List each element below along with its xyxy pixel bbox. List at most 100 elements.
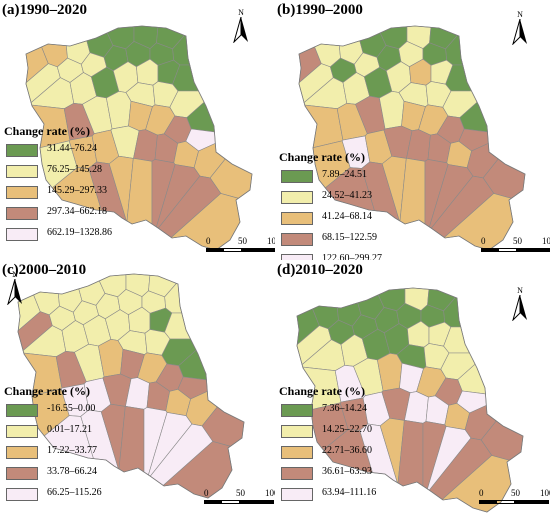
scale-segment xyxy=(482,249,499,251)
legend-label: 41.24–68.14 xyxy=(322,211,372,222)
map-b xyxy=(298,25,526,251)
legend-title: Change rate (%) xyxy=(279,150,365,164)
legend-swatch xyxy=(6,404,38,417)
north-label: N xyxy=(517,286,523,295)
legend-item: 122.60–299.27 xyxy=(279,251,419,260)
legend-label: 36.61–63.93 xyxy=(322,466,372,477)
legend-item: 76.25–145.28 xyxy=(4,162,144,183)
legend-item: 17.22–33.77 xyxy=(4,443,144,464)
legend-item: 41.24–68.14 xyxy=(279,209,419,230)
scale-segment xyxy=(514,501,548,503)
map-panel-a: (a)1990–2020 N Change rate (%) 31.44–76.24 7… xyxy=(0,0,275,260)
scale-bar-graphic xyxy=(204,500,274,504)
map-d xyxy=(296,287,524,513)
scale-tick-label: 50 xyxy=(236,488,245,498)
legend-item: 63.94–111.16 xyxy=(279,485,419,506)
scale-segment xyxy=(480,501,497,503)
scale-tick-label: 50 xyxy=(513,236,522,246)
legend-label: 297.34–662.18 xyxy=(47,206,107,217)
scale-tick-label: 100 xyxy=(540,488,550,498)
legend-title: Change rate (%) xyxy=(279,384,365,398)
legend-swatch xyxy=(6,488,38,501)
panel-title-b: (b)1990–2000 xyxy=(277,2,363,18)
legend-item: -16.55–0.00 xyxy=(4,401,144,422)
legend-item: 145.29–297.33 xyxy=(4,183,144,204)
scale-bar: 050100km xyxy=(206,236,275,260)
legend-label: 145.29–297.33 xyxy=(47,185,107,196)
legend-label: 24.52–41.23 xyxy=(322,190,372,201)
north-label: N xyxy=(238,8,244,17)
legend-swatch xyxy=(281,170,313,183)
legend-label: 7.36–14.24 xyxy=(322,403,367,414)
map-panel-d: (d)2010–2020 N Change rate (%) 7.36–14.24 14… xyxy=(275,260,550,520)
legend-label: 662.19–1328.86 xyxy=(47,227,112,238)
legend-swatch xyxy=(6,228,38,241)
legend-label: 63.94–111.16 xyxy=(322,487,377,498)
scale-segment xyxy=(516,249,550,251)
legend-label: 31.44–76.24 xyxy=(47,143,97,154)
legend-swatch xyxy=(6,186,38,199)
map-a xyxy=(25,25,253,251)
north-arrow-icon: N xyxy=(511,10,529,45)
scale-tick-label: 50 xyxy=(238,236,247,246)
scale-tick-label: 100 xyxy=(267,236,275,246)
legend-item: 33.78–66.24 xyxy=(4,464,144,485)
legend-swatch xyxy=(6,165,38,178)
legend-swatch xyxy=(6,446,38,459)
legend-label: 76.25–145.28 xyxy=(47,164,102,175)
map-panel-b: (b)1990–2000 N Change rate (%) 7.89–24.51 24… xyxy=(275,0,550,260)
legend-swatch xyxy=(281,254,313,260)
scale-tick-label: 0 xyxy=(206,236,211,246)
north-label: N xyxy=(517,10,523,19)
legend-swatch xyxy=(6,207,38,220)
scale-bar-graphic xyxy=(479,500,549,504)
scale-segment xyxy=(239,501,273,503)
map-outline-d xyxy=(296,287,524,513)
legend-item: 297.34–662.18 xyxy=(4,204,144,225)
legend-label: 0.01–17.21 xyxy=(47,424,92,435)
map-region-b-25 xyxy=(304,104,344,149)
legend-swatch xyxy=(281,191,313,204)
legend-label: 14.25–22.70 xyxy=(322,424,372,435)
map-c xyxy=(17,273,245,499)
legend-c: Change rate (%) -16.55–0.00 0.01–17.21 17.2… xyxy=(4,384,144,506)
scale-segment xyxy=(205,501,222,503)
legend-item: 24.52–41.23 xyxy=(279,188,419,209)
legend-swatch xyxy=(281,425,313,438)
scale-tick-label: 0 xyxy=(204,488,209,498)
legend-swatch xyxy=(281,467,313,480)
scale-tick-label: 0 xyxy=(479,488,484,498)
legend-label: 66.25–115.26 xyxy=(47,487,102,498)
scale-bar: 050100km xyxy=(204,488,275,514)
legend-label: 17.22–33.77 xyxy=(47,445,97,456)
legend-swatch xyxy=(6,425,38,438)
legend-swatch xyxy=(281,212,313,225)
scale-bar-graphic xyxy=(481,248,550,252)
legend-swatch xyxy=(281,446,313,459)
legend-item: 7.36–14.24 xyxy=(279,401,419,422)
scale-tick-label: 0 xyxy=(481,236,486,246)
legend-swatch xyxy=(281,404,313,417)
legend-item: 66.25–115.26 xyxy=(4,485,144,506)
legend-item: 36.61–63.93 xyxy=(279,464,419,485)
legend-title: Change rate (%) xyxy=(4,124,90,138)
legend-item: 14.25–22.70 xyxy=(279,422,419,443)
scale-bar: 050100km xyxy=(481,236,550,260)
map-outline-c xyxy=(17,273,245,499)
legend-label: 22.71–36.60 xyxy=(322,445,372,456)
north-label: N xyxy=(12,270,18,279)
scale-segment xyxy=(241,249,275,251)
scale-bar-graphic xyxy=(206,248,275,252)
north-arrow-icon: N xyxy=(6,270,24,305)
north-arrow-icon: N xyxy=(232,8,250,43)
legend-label: 68.15–122.59 xyxy=(322,232,377,243)
legend-d: Change rate (%) 7.36–14.24 14.25–22.70 22.7… xyxy=(279,384,419,506)
legend-a: Change rate (%) 31.44–76.24 76.25–145.28 14… xyxy=(4,124,144,246)
legend-item: 68.15–122.59 xyxy=(279,230,419,251)
legend-item: 662.19–1328.86 xyxy=(4,225,144,246)
legend-swatch xyxy=(281,488,313,501)
legend-swatch xyxy=(6,467,38,480)
scale-bar: 050100km xyxy=(479,488,550,514)
panel-title-c: (c)2000–2010 xyxy=(2,262,87,278)
panel-title-d: (d)2010–2020 xyxy=(277,262,363,278)
